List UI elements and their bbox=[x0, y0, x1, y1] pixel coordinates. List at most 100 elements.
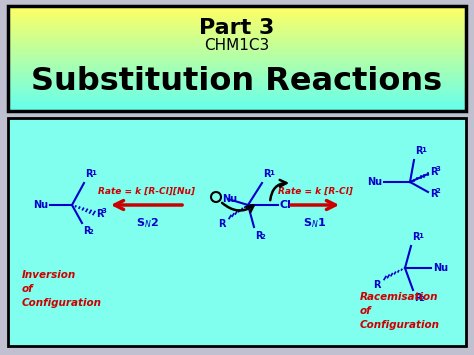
Bar bbox=[8, 69, 466, 71]
Text: 2: 2 bbox=[89, 229, 94, 235]
Bar bbox=[8, 71, 466, 73]
Bar bbox=[8, 46, 466, 49]
Bar bbox=[8, 6, 466, 111]
Text: R: R bbox=[430, 167, 438, 177]
Text: R: R bbox=[414, 293, 421, 303]
Text: 3: 3 bbox=[436, 166, 441, 172]
Bar bbox=[8, 34, 466, 36]
Bar bbox=[8, 97, 466, 99]
Text: R: R bbox=[415, 146, 422, 156]
Bar bbox=[8, 104, 466, 106]
Bar bbox=[8, 85, 466, 87]
Bar bbox=[8, 29, 466, 31]
Text: Racemisation
of
Configuration: Racemisation of Configuration bbox=[360, 292, 440, 330]
Bar bbox=[8, 72, 466, 75]
Bar bbox=[8, 78, 466, 80]
Text: 1: 1 bbox=[269, 170, 274, 176]
Text: Rate = k [R-Cl][Nu]: Rate = k [R-Cl][Nu] bbox=[99, 186, 195, 196]
FancyArrowPatch shape bbox=[270, 180, 286, 200]
Bar bbox=[8, 11, 466, 13]
Bar bbox=[8, 51, 466, 54]
Text: 2: 2 bbox=[261, 234, 266, 240]
Bar bbox=[8, 81, 466, 83]
Text: Cl: Cl bbox=[280, 200, 292, 210]
Text: R: R bbox=[219, 219, 226, 229]
Text: R: R bbox=[255, 231, 263, 241]
Text: Rate = k [R-Cl]: Rate = k [R-Cl] bbox=[278, 186, 353, 196]
Text: R: R bbox=[85, 169, 92, 179]
Bar bbox=[8, 55, 466, 57]
Text: 1: 1 bbox=[418, 233, 423, 239]
Bar bbox=[8, 66, 466, 68]
Text: S$_N$2: S$_N$2 bbox=[136, 216, 158, 230]
Bar bbox=[8, 53, 466, 55]
Text: R: R bbox=[263, 169, 271, 179]
Bar bbox=[8, 23, 466, 26]
Bar bbox=[8, 13, 466, 15]
Bar bbox=[8, 60, 466, 62]
Bar bbox=[8, 18, 466, 21]
Bar bbox=[8, 31, 466, 33]
Bar bbox=[8, 50, 466, 52]
Text: R: R bbox=[374, 280, 381, 290]
Text: R: R bbox=[96, 209, 103, 219]
Bar bbox=[8, 10, 466, 12]
Text: Substitution Reactions: Substitution Reactions bbox=[31, 66, 443, 97]
Text: Nu: Nu bbox=[433, 263, 448, 273]
Bar bbox=[8, 32, 466, 34]
Bar bbox=[8, 15, 466, 17]
Bar bbox=[8, 83, 466, 85]
Bar bbox=[8, 22, 466, 24]
Text: 2: 2 bbox=[420, 296, 425, 302]
Bar bbox=[8, 92, 466, 94]
Text: Nu: Nu bbox=[222, 194, 237, 204]
Bar bbox=[8, 41, 466, 43]
Bar bbox=[8, 76, 466, 78]
Bar bbox=[8, 62, 466, 64]
Bar bbox=[8, 48, 466, 50]
Bar bbox=[8, 100, 466, 103]
Bar bbox=[8, 64, 466, 66]
Text: 2: 2 bbox=[436, 188, 441, 194]
Bar bbox=[8, 16, 466, 19]
Bar bbox=[8, 95, 466, 98]
Text: R: R bbox=[83, 226, 91, 236]
Bar bbox=[8, 99, 466, 101]
Text: R: R bbox=[412, 232, 419, 242]
Text: Inversion
of
Configuration: Inversion of Configuration bbox=[22, 270, 102, 308]
Bar bbox=[8, 102, 466, 104]
Bar bbox=[8, 27, 466, 29]
Text: S$_N$1: S$_N$1 bbox=[303, 216, 327, 230]
Bar bbox=[8, 80, 466, 82]
Bar bbox=[8, 90, 466, 92]
Bar bbox=[8, 67, 466, 70]
Bar bbox=[8, 8, 466, 10]
Bar bbox=[8, 118, 466, 346]
Text: 1: 1 bbox=[421, 147, 426, 153]
Bar bbox=[8, 6, 466, 8]
Text: 1: 1 bbox=[91, 170, 96, 176]
Bar bbox=[8, 57, 466, 59]
Bar bbox=[8, 59, 466, 61]
Text: Nu: Nu bbox=[33, 200, 48, 210]
Bar bbox=[8, 38, 466, 40]
Text: Part 3: Part 3 bbox=[199, 18, 275, 38]
Text: Nu: Nu bbox=[367, 177, 382, 187]
Bar bbox=[8, 88, 466, 91]
Bar bbox=[8, 39, 466, 42]
Bar bbox=[8, 93, 466, 96]
Text: CHM1C3: CHM1C3 bbox=[204, 38, 270, 54]
Bar bbox=[8, 25, 466, 27]
Bar bbox=[8, 44, 466, 47]
Bar bbox=[8, 74, 466, 76]
Bar bbox=[8, 20, 466, 22]
Bar bbox=[8, 106, 466, 108]
Text: R: R bbox=[430, 189, 438, 199]
Text: 3: 3 bbox=[102, 208, 107, 214]
Bar bbox=[8, 43, 466, 45]
Bar bbox=[8, 36, 466, 38]
Bar bbox=[8, 87, 466, 89]
Bar bbox=[8, 109, 466, 111]
Bar bbox=[8, 108, 466, 110]
FancyArrowPatch shape bbox=[222, 203, 254, 212]
